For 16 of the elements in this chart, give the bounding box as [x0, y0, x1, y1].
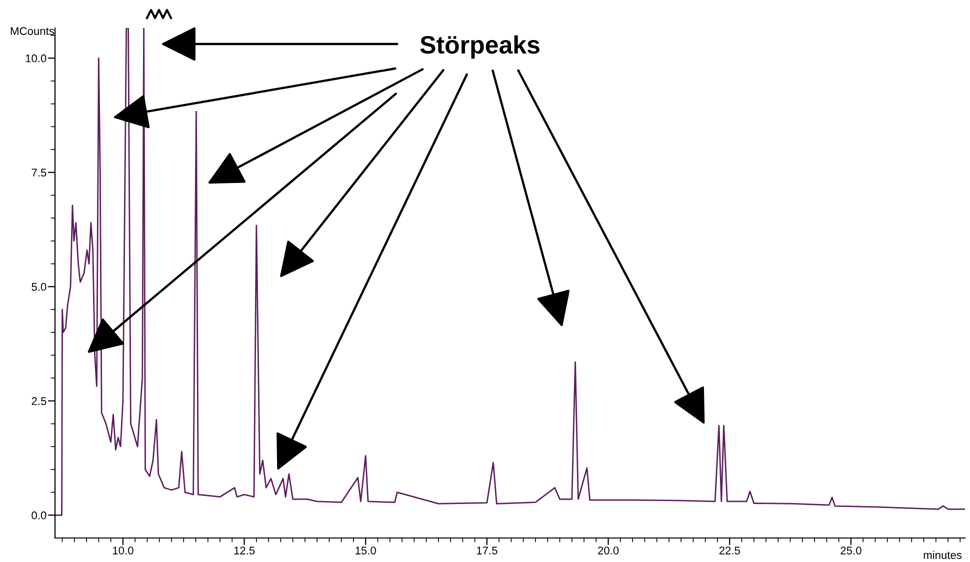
- x-tick-label: 17.5: [476, 546, 498, 554]
- x-tick-label: 22.5: [719, 546, 740, 554]
- y-tick-label: 2.5: [32, 397, 46, 406]
- annotation: Störpeaks: [420, 35, 540, 59]
- x-tick-label: 12.5: [234, 546, 255, 554]
- x-tick-label: 10.0: [112, 546, 134, 554]
- y-tick-label: 5.0: [32, 282, 46, 291]
- x-tick-label: 25.0: [840, 546, 862, 554]
- line-series: [55, 28, 965, 516]
- y-axis-title: MCounts: [10, 27, 54, 35]
- y-tick-label: 7.5: [32, 168, 46, 177]
- x-tick-label: 20.0: [598, 546, 619, 554]
- x-axis-title: minutes: [924, 550, 962, 559]
- y-tick-label: 0.0: [32, 511, 46, 520]
- x-tick-label: 15.0: [356, 546, 376, 554]
- y-tick-label: 10.0: [26, 54, 46, 62]
